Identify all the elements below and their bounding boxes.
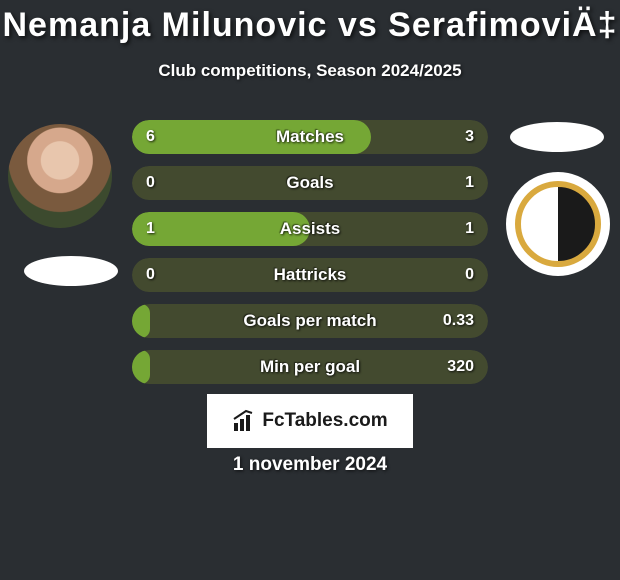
stat-value-right: 320: [447, 350, 474, 384]
stat-row: Goals per match0.33: [132, 304, 488, 338]
stat-label: Goals: [132, 166, 488, 200]
page-title: Nemanja Milunovic vs SerafimoviÄ‡: [0, 0, 620, 45]
stat-label: Matches: [132, 120, 488, 154]
stats-bars: 6Matches30Goals11Assists10Hattricks0Goal…: [132, 120, 488, 396]
stat-row: 1Assists1: [132, 212, 488, 246]
chart-icon: [232, 409, 256, 433]
player-right-badge: [510, 122, 604, 152]
player-left-badge: [24, 256, 118, 286]
stat-label: Hattricks: [132, 258, 488, 292]
player-right-club-logo: [506, 172, 610, 276]
date-label: 1 november 2024: [0, 454, 620, 476]
stat-value-right: 0: [465, 258, 474, 292]
club-logo-inner: [515, 181, 601, 267]
stat-label: Assists: [132, 212, 488, 246]
stat-value-right: 1: [465, 212, 474, 246]
stat-value-right: 3: [465, 120, 474, 154]
stat-row: 0Hattricks0: [132, 258, 488, 292]
stat-row: 6Matches3: [132, 120, 488, 154]
stat-label: Min per goal: [132, 350, 488, 384]
stat-label: Goals per match: [132, 304, 488, 338]
stat-value-right: 1: [465, 166, 474, 200]
stat-value-right: 0.33: [443, 304, 474, 338]
stat-row: 0Goals1: [132, 166, 488, 200]
stat-row: Min per goal320: [132, 350, 488, 384]
page-subtitle: Club competitions, Season 2024/2025: [0, 61, 620, 81]
watermark: FcTables.com: [207, 394, 413, 448]
player-left-avatar: [8, 124, 112, 228]
watermark-text: FcTables.com: [262, 410, 387, 432]
